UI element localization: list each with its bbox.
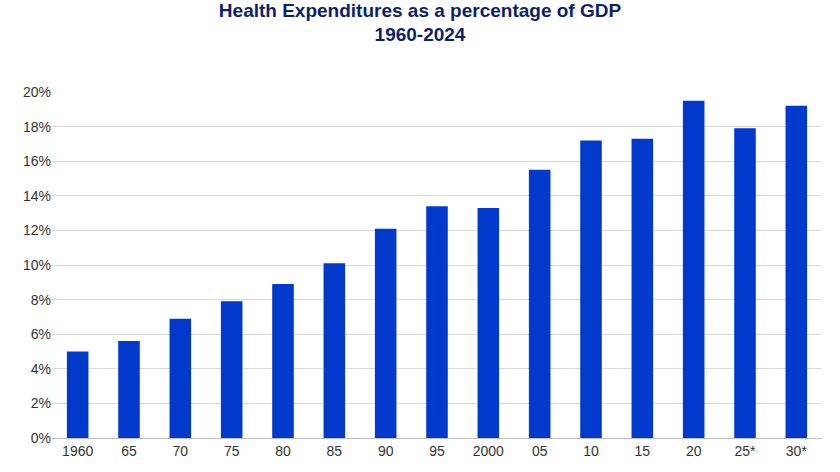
svg-text:80: 80 bbox=[275, 443, 291, 459]
svg-text:1960: 1960 bbox=[62, 443, 93, 459]
svg-text:75: 75 bbox=[224, 443, 240, 459]
svg-text:0%: 0% bbox=[31, 430, 51, 446]
svg-text:2000: 2000 bbox=[473, 443, 504, 459]
svg-text:Health Expenditures as a perce: Health Expenditures as a percentage of G… bbox=[219, 0, 622, 45]
svg-text:25*: 25* bbox=[734, 443, 756, 459]
svg-text:20: 20 bbox=[686, 443, 702, 459]
svg-text:05: 05 bbox=[532, 443, 548, 459]
svg-text:4%: 4% bbox=[31, 361, 51, 377]
svg-text:6%: 6% bbox=[31, 326, 51, 342]
svg-text:95: 95 bbox=[429, 443, 445, 459]
svg-text:15: 15 bbox=[635, 443, 651, 459]
svg-text:10%: 10% bbox=[23, 257, 51, 273]
svg-text:8%: 8% bbox=[31, 292, 51, 308]
svg-text:16%: 16% bbox=[23, 153, 51, 169]
svg-text:90: 90 bbox=[378, 443, 394, 459]
svg-text:18%: 18% bbox=[23, 119, 51, 135]
svg-text:30*: 30* bbox=[786, 443, 808, 459]
svg-text:20%: 20% bbox=[23, 84, 51, 100]
svg-text:70: 70 bbox=[173, 443, 189, 459]
svg-text:12%: 12% bbox=[23, 222, 51, 238]
svg-text:85: 85 bbox=[327, 443, 343, 459]
svg-text:2%: 2% bbox=[31, 395, 51, 411]
svg-text:14%: 14% bbox=[23, 188, 51, 204]
svg-text:10: 10 bbox=[583, 443, 599, 459]
svg-text:65: 65 bbox=[121, 443, 137, 459]
